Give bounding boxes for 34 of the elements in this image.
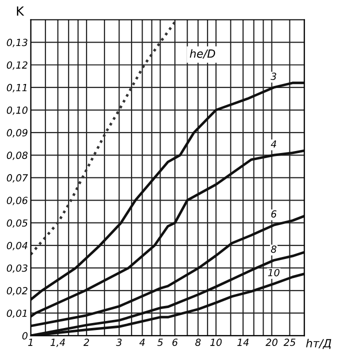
x-tick-label: 3 (116, 338, 122, 346)
y-tick-label: 0,07 (6, 174, 28, 183)
series-label: 10 (268, 268, 280, 276)
x-tick-label: 25 (284, 338, 296, 346)
y-tick-label: 0,12 (6, 61, 28, 70)
y-tick-label: 0,08 (6, 152, 28, 160)
y-tick-label: 0,06 (6, 196, 28, 206)
annotation: he/D (190, 49, 216, 59)
series-label: 4 (270, 140, 276, 148)
y-tick-label: 0,01 (6, 310, 27, 318)
x-tick-label: 20 (266, 338, 278, 346)
x-tick-label: 1,4 (50, 338, 65, 347)
x-tick-label: 4 (139, 338, 145, 346)
y-tick-label: 0,11 (6, 84, 27, 92)
y-tick-label: 0,09 (6, 129, 28, 138)
y-tick-label: 0,03 (6, 264, 28, 273)
x-tick-label: 6 (172, 338, 178, 346)
series-label: 3 (270, 72, 276, 80)
x-tick-label: 8 (195, 338, 201, 346)
x-tick-label: 1 (28, 338, 32, 346)
x-tick-label: 14 (237, 338, 249, 346)
x-tick-label: 10 (210, 338, 222, 346)
y-tick-label: 0,10 (6, 106, 28, 115)
y-tick-label: 0,04 (6, 242, 28, 250)
x-tick-label: 5 (157, 338, 163, 346)
y-tick-label: 0 (22, 332, 28, 340)
y-axis-title: K (16, 6, 24, 16)
y-tick-label: 0,02 (6, 287, 28, 296)
x-tick-label: 2 (83, 338, 90, 346)
y-tick-label: 0,05 (6, 219, 28, 228)
series-label: 6 (271, 210, 276, 218)
y-tick-label: 0,13 (6, 38, 28, 48)
x-axis-title: hт/Д (306, 338, 332, 350)
series-label: 8 (270, 246, 276, 253)
